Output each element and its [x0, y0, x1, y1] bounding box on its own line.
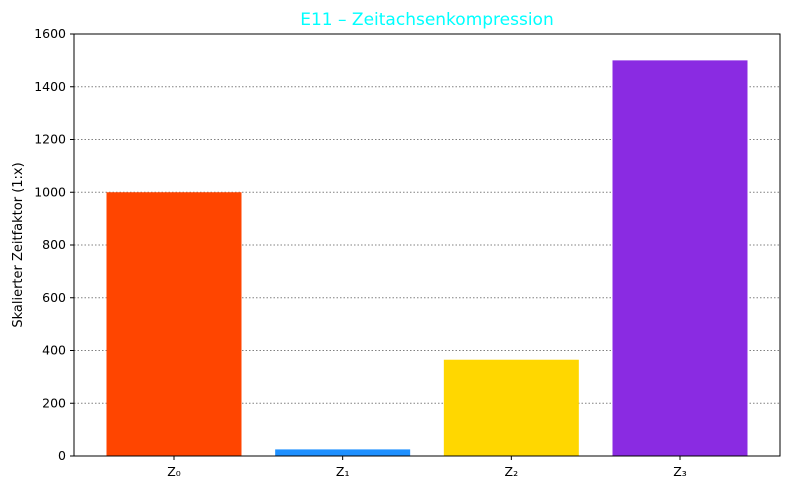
plot-frame — [73, 33, 781, 457]
chart-title: E11 – Zeitachsenkompression — [300, 10, 553, 30]
y-tick-label: 200 — [42, 395, 66, 410]
y-tick-label: 800 — [42, 237, 66, 252]
bar-0 — [106, 192, 242, 456]
x-tick-label: Z₂ — [505, 464, 519, 479]
y-axis-ticks: 0 200 400 600 800 1000 1200 1400 1600 — [34, 26, 74, 463]
x-axis-ticks: Z₀ Z₁ Z₂ Z₃ — [167, 456, 687, 479]
y-tick-label: 1200 — [34, 132, 66, 147]
y-axis-label: Skalierter Zeitfaktor (1:x) — [11, 162, 26, 327]
y-tick-label: 600 — [42, 290, 66, 305]
y-tick-label: 0 — [58, 448, 66, 463]
x-tick-label: Z₀ — [167, 464, 181, 479]
y-tick-label: 1400 — [34, 79, 66, 94]
bar-1 — [275, 449, 411, 456]
bar-2 — [443, 359, 579, 456]
y-tick-label: 400 — [42, 343, 66, 358]
y-tick-label: 1000 — [34, 184, 66, 199]
x-tick-label: Z₁ — [336, 464, 350, 479]
y-tick-label: 1600 — [34, 26, 66, 41]
x-tick-label: Z₃ — [673, 464, 687, 479]
bar-3 — [612, 60, 748, 456]
bars — [106, 60, 748, 456]
